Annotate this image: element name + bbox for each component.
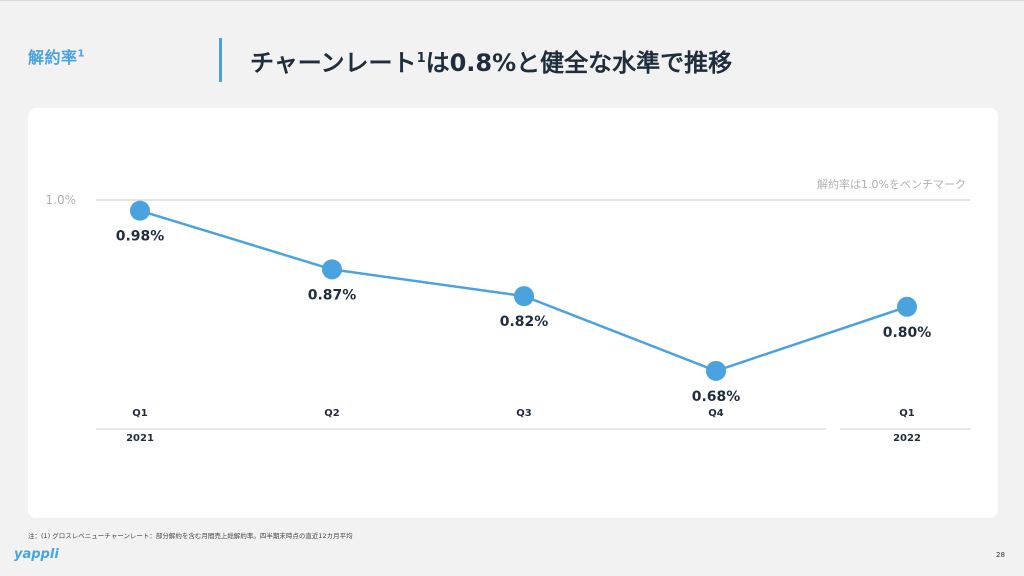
page-title: チャーンレート1は0.8%と健全な水準で推移 xyxy=(250,49,733,77)
data-point xyxy=(897,296,917,317)
chart-card: 1.0% 解約率は1.0%をベンチマーク 0.98% 0.87% 0.82% 0.68% 0… xyxy=(28,108,998,518)
top-divider xyxy=(0,0,1024,1)
y-tick-label: 1.0% xyxy=(46,193,77,207)
data-point xyxy=(706,360,726,381)
yappli-logo: yappli xyxy=(14,547,59,562)
x-tick-label: Q3 xyxy=(516,408,532,419)
data-point xyxy=(514,286,534,307)
benchmark-label: 解約率は1.0%をベンチマーク xyxy=(817,177,966,191)
footnote: 注：(1) グロスレベニューチャーンレート：部分解約を含む月間売上総解約率。四半… xyxy=(28,532,353,540)
churn-rate-line-chart: 1.0% 解約率は1.0%をベンチマーク 0.98% 0.87% 0.82% 0.68% 0… xyxy=(46,177,971,444)
x-tick-label: Q2 xyxy=(324,408,340,419)
data-label: 0.87% xyxy=(308,287,357,303)
data-label: 0.98% xyxy=(116,229,165,245)
x-tick-label: Q1 xyxy=(132,408,148,419)
section-label: 解約率1 xyxy=(28,48,85,67)
year-label: 2021 xyxy=(126,433,154,444)
x-tick-label: Q4 xyxy=(708,408,724,419)
x-tick-label: Q1 xyxy=(899,408,915,419)
year-label: 2022 xyxy=(893,433,921,444)
data-label: 0.80% xyxy=(883,325,932,341)
data-point xyxy=(322,259,342,280)
data-label: 0.82% xyxy=(500,314,549,330)
data-label: 0.68% xyxy=(692,389,741,405)
data-point xyxy=(130,200,150,221)
page-number: 28 xyxy=(996,551,1005,559)
title-accent-bar xyxy=(219,38,222,82)
